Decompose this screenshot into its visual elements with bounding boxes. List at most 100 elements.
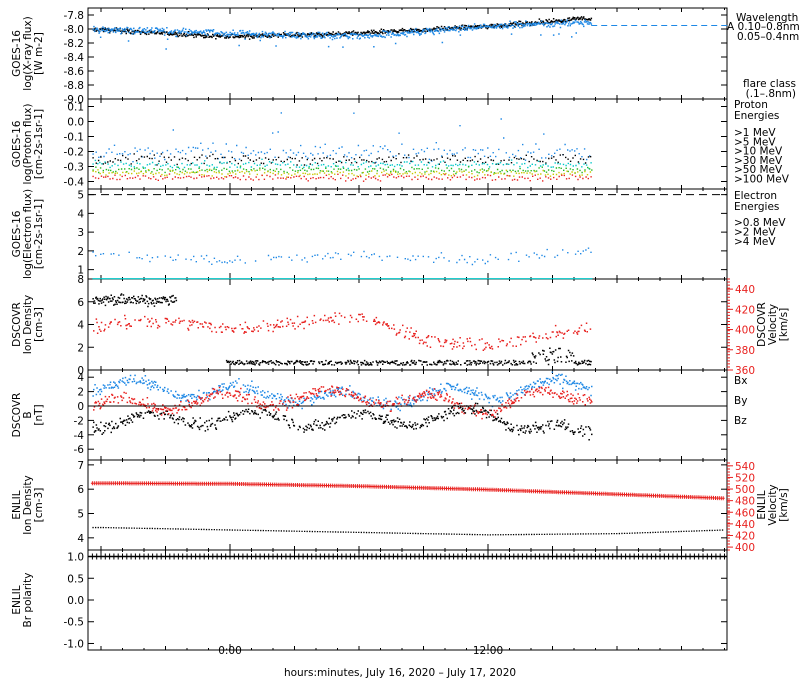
enlil-polarity-group [88,553,727,560]
electron-high-energy-points [92,278,593,280]
y-axis-label: DSCOVR [11,302,23,347]
right-y-axis-label: Velocity [767,304,779,345]
right-y-tick-label: 460 [735,507,755,519]
y-axis-label: Ion Density [22,295,34,354]
y-axis-label: GOES-16 [11,210,23,257]
panel-frame-7 [87,549,728,651]
dscovr-velocity-points [93,312,592,351]
legend-entry: >100 MeV [734,174,790,186]
legend-entry: Bz [734,415,747,427]
right-y-tick-label: 440 [735,284,755,296]
legend-entry: >4 MeV [734,236,776,248]
enlil-plasma-group [90,481,725,536]
x-ticks-7 [100,550,725,650]
x-ticks-4 [100,279,725,370]
y-tick-label: 2 [77,246,84,258]
x-ticks-3 [100,189,725,279]
y-axis-label: [W m-2] [33,32,45,75]
y-tick-label: -8.0 [64,24,85,36]
y-tick-label: 1.0 [67,552,84,564]
electron-points [92,247,592,266]
right-y-axis-label: Velocity [767,484,779,525]
right-y-tick-label: 480 [735,496,755,508]
right-y-axis-label: DSCOVR [756,302,768,347]
legend-title: Proton [734,99,768,111]
flare-class-note: (.1–.8nm) [746,88,796,100]
y-tick-label: 6 [77,297,84,309]
y-tick-label: -0.3 [64,162,85,174]
y-axis-label: [nT] [33,404,45,425]
y-tick-label: 4 [77,533,84,545]
y-tick-label: 2 [77,387,84,399]
proton-points [92,173,592,182]
proton-points [92,153,592,166]
legend-entry: >5 MeV [734,136,776,148]
proton-points [92,158,592,170]
y-tick-label: 3 [77,227,84,239]
legend-title: Energies [734,110,779,122]
y-tick-label: 5 [77,190,84,202]
y-axis-label: ENLIL [11,490,23,519]
y-tick-label: -0.5 [64,617,85,629]
right-y-axis-label: [km/s] [778,308,790,342]
y-tick-label: -8.2 [64,38,85,50]
proton-points [92,168,592,178]
y-tick-label: 0 [77,365,84,377]
y-tick-label: 0.0 [67,117,84,129]
right-y-tick-label: 420 [735,304,755,316]
y-tick-label: 7 [77,460,84,472]
legend-entry: Bx [734,375,747,387]
xray-long-wave-points [92,19,593,50]
y-axis-label: log(X-ray flux) [22,16,34,90]
x-tick-label: 12:00 [473,645,503,657]
y-tick-label: -1.0 [64,638,85,650]
right-minor-ticks [727,278,730,371]
legend-title: Electron [734,190,777,202]
y-tick-label: -8.8 [64,80,85,92]
y-tick-label: 4 [77,208,84,220]
y-tick-label: 6 [77,484,84,496]
electron-series-group [92,247,593,280]
right-y-tick-label: 400 [735,542,755,554]
legend-title: Wavelength [736,12,798,24]
panel-frame-4 [87,278,728,371]
y-tick-label: 0.5 [67,573,84,585]
right-y-axis-label: [km/s] [778,488,790,522]
y-tick-label: -0.1 [64,132,85,144]
y-tick-label: -9.0 [64,94,85,106]
right-y-tick-label: 440 [735,519,755,531]
y-tick-label: -7.8 [64,10,85,22]
y-tick-label: -0.2 [64,147,85,159]
x-ticks-6 [100,460,725,550]
y-axis-label: GOES-16 [11,120,23,167]
y-axis-label: DSCOVR [11,393,23,438]
legend-entry: A 0.10–0.8nm [727,21,800,33]
panel-frame-5 [87,369,728,461]
y-tick-label: -8.4 [64,52,85,64]
right-y-tick-label: 500 [735,484,755,496]
y-axis-label: log(Proton flux) [22,104,34,185]
enlil-velocity-markers [90,481,725,501]
right-minor-ticks [727,462,730,551]
right-y-tick-label: 360 [735,365,755,377]
y-axis-label: Ion Density [22,475,34,534]
y-tick-label: 0.0 [67,595,84,607]
flare-class-note: flare class [743,78,796,90]
legend-entry: >2 MeV [734,227,776,239]
right-y-tick-label: 540 [735,461,755,473]
y-tick-label: -0.4 [64,177,85,189]
proton-points [92,165,593,175]
legend-entry: >50 MeV [734,164,783,176]
x-ticks-2 [100,99,725,189]
right-y-tick-label: 520 [735,472,755,484]
y-tick-label: 4 [77,320,84,332]
legend-entry: By [734,395,747,407]
right-y-tick-label: 380 [735,345,755,357]
right-y-axis-label: ENLIL [756,490,768,519]
y-tick-label: 5 [77,509,84,521]
y-tick-label: 4 [77,372,84,384]
y-axis-label: ENLIL [11,585,23,614]
panel-frame-3 [87,188,728,280]
b-component-points [92,371,593,412]
x-ticks-5 [100,370,725,460]
